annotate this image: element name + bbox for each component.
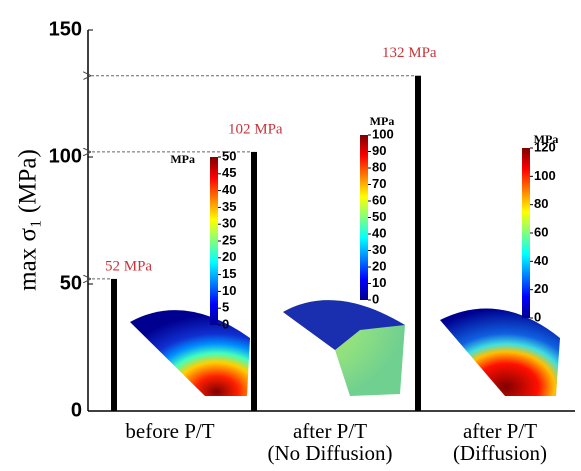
colorbar-tick-label: 100 [534,168,556,183]
value-label: 132 MPa [382,45,437,61]
colorbar-tick-label: 20 [372,258,386,273]
y-tick-label: 150 [49,18,82,40]
value-label: 52 MPa [105,258,152,274]
colorbar-tick-label: 60 [534,224,548,239]
colorbar-tick-label: 100 [372,126,394,141]
y-axis-label: max σ₁ (MPa) [15,149,42,291]
colorbar-tick-label: 70 [372,176,386,191]
colorbar-tick-label: 50 [222,148,236,163]
colorbar-tick-label: 0 [222,316,229,331]
colorbar-tick-label: 80 [534,196,548,211]
colorbar-tick-label: 40 [534,253,548,268]
colorbar-tick-label: 10 [222,283,236,298]
colorbar-tick-label: 10 [372,275,386,290]
bar [251,151,257,412]
stress-map [440,308,560,396]
colorbar [210,157,218,325]
x-tick-label: (No Diffusion) [267,441,392,465]
colorbar-tick-label: 0 [534,309,541,324]
colorbar-tick-label: 120 [534,139,556,154]
colorbar-tick-label: 40 [222,182,236,197]
colorbar-tick-label: 5 [222,300,229,315]
stress-map [283,300,405,350]
colorbar [360,135,368,300]
colorbar-tick-label: 30 [372,242,386,257]
colorbar-tick-label: 45 [222,165,236,180]
colorbar-tick-label: 20 [534,281,548,296]
colorbar-tick-label: 25 [222,232,236,247]
value-label: 102 MPa [228,121,283,137]
colorbar-tick-label: 20 [222,249,236,264]
colorbar-tick-label: 90 [372,143,386,158]
colorbar-tick-label: 35 [222,199,236,214]
colorbar-label: MPa [170,152,195,166]
colorbar-tick-label: 80 [372,159,386,174]
colorbar-tick-label: 40 [372,225,386,240]
colorbar-tick-label: 0 [372,291,379,306]
colorbar-tick-label: 60 [372,192,386,207]
colorbar-label: MPa [370,114,395,128]
colorbar-tick-label: 30 [222,216,236,231]
colorbar-label: MPa [534,132,559,146]
y-tick-label: 100 [49,145,82,167]
x-tick-label: after P/T [463,419,537,443]
x-tick-label: (Diffusion) [453,441,547,465]
colorbar [522,148,530,318]
stress-map [130,310,250,396]
colorbar-tick-label: 50 [372,209,386,224]
colorbar-tick-label: 15 [222,266,236,281]
bar [111,278,117,411]
x-tick-label: after P/T [293,419,367,443]
y-tick-label: 0 [71,399,82,421]
y-tick-label: 50 [60,272,82,294]
x-tick-label: before P/T [125,419,214,443]
bar [415,75,421,411]
